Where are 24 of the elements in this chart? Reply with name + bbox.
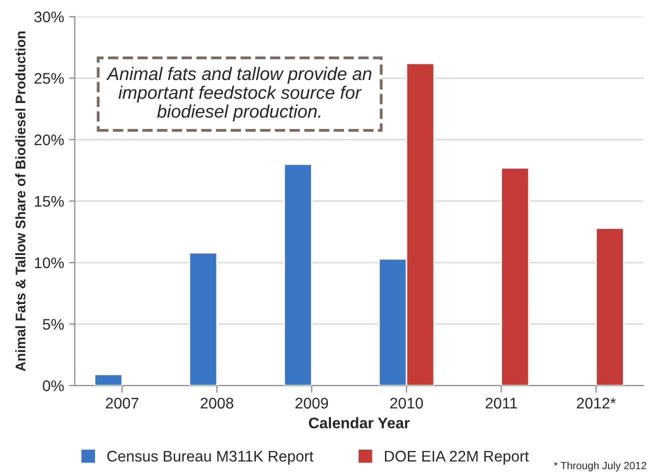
annotation: Animal fats and tallow provide an important feedstock source for biodiesel production. xyxy=(106,66,372,122)
bar xyxy=(595,227,624,386)
x-tick-label: 2010 xyxy=(390,398,423,409)
legend-label: Census Bureau M311K Report xyxy=(107,450,314,465)
x-tick-label: 2011 xyxy=(486,398,517,409)
x-tick-label: 2007 xyxy=(106,398,138,409)
y-tick-label: 15% xyxy=(34,196,64,207)
bar xyxy=(94,374,123,386)
legend-label: DOE EIA 22M Report xyxy=(384,450,529,465)
y-tick-label: 5% xyxy=(42,319,64,330)
y-tick-label: 0% xyxy=(42,380,64,392)
y-tick-label: 10% xyxy=(34,257,64,268)
bar xyxy=(284,164,312,386)
text: * Through July 2012 xyxy=(554,462,646,472)
y-axis-title: Animal Fats & Tallow Share of Biodiesel Production xyxy=(15,32,26,372)
x-tick-label: 2008 xyxy=(200,398,234,409)
x-tick-label: 2009 xyxy=(296,398,328,409)
x-tick-label: 2012* xyxy=(576,398,616,409)
bar xyxy=(500,167,530,386)
y-tick-label: 20% xyxy=(34,134,64,146)
bar xyxy=(188,252,218,386)
y-tick-label: 30% xyxy=(34,12,64,22)
y-tick-label: 25% xyxy=(34,73,64,84)
x-axis-title: Calendar Year xyxy=(308,417,410,428)
